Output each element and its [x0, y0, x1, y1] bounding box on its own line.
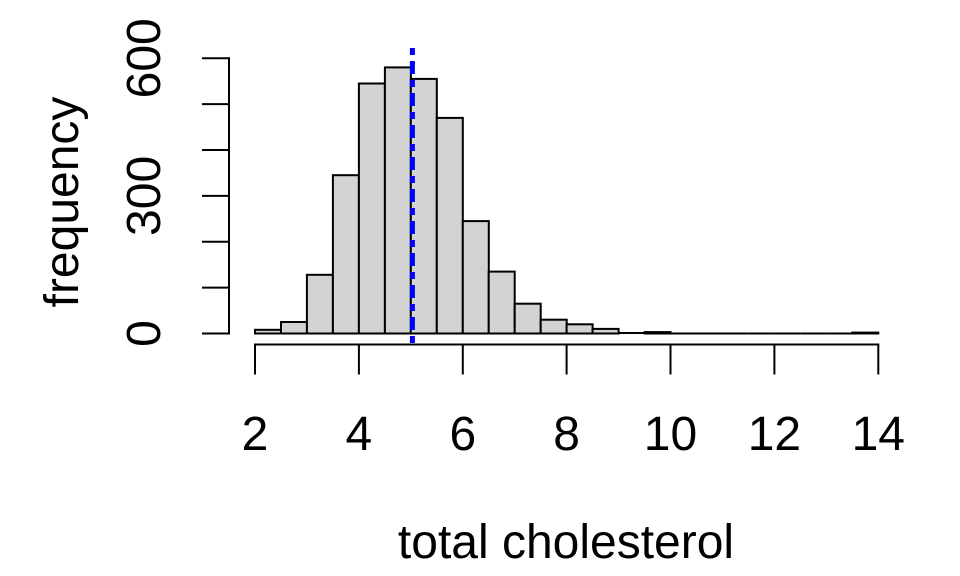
x-tick-label: 14 [852, 408, 905, 461]
histogram-bars-layer [254, 66, 880, 335]
histogram-bar [357, 82, 386, 335]
histogram-bar [565, 323, 594, 335]
histogram-bar [539, 318, 568, 335]
histogram-bar [305, 273, 334, 335]
histogram-bar [487, 270, 516, 335]
histogram-bar [513, 302, 542, 335]
x-tick-label: 12 [748, 408, 801, 461]
x-tick-label: 2 [242, 408, 269, 461]
y-tick-label: 600 [118, 18, 171, 98]
y-tick-label: 0 [118, 320, 171, 347]
y-axis: 0 300 600 [118, 18, 230, 347]
histogram-bar [331, 174, 360, 335]
x-tick-label: 6 [449, 408, 476, 461]
histogram-bar [409, 77, 438, 335]
x-tick-label: 4 [346, 408, 373, 461]
histogram-bar [851, 331, 880, 335]
y-tick-label: 300 [118, 156, 171, 236]
histogram-bar [435, 116, 464, 335]
x-axis: 2 4 6 8 10 12 14 [242, 343, 905, 461]
histogram-bar [383, 66, 412, 335]
x-axis-title: total cholesterol [398, 516, 734, 569]
x-tick-label: 8 [553, 408, 580, 461]
histogram-bar [461, 220, 490, 335]
histogram-bar [254, 328, 282, 335]
x-tick-label: 10 [644, 408, 697, 461]
y-axis-title: frequency [36, 97, 89, 308]
histogram-bar [643, 331, 672, 335]
histogram-bar [591, 327, 620, 335]
histogram-bar [280, 321, 308, 335]
